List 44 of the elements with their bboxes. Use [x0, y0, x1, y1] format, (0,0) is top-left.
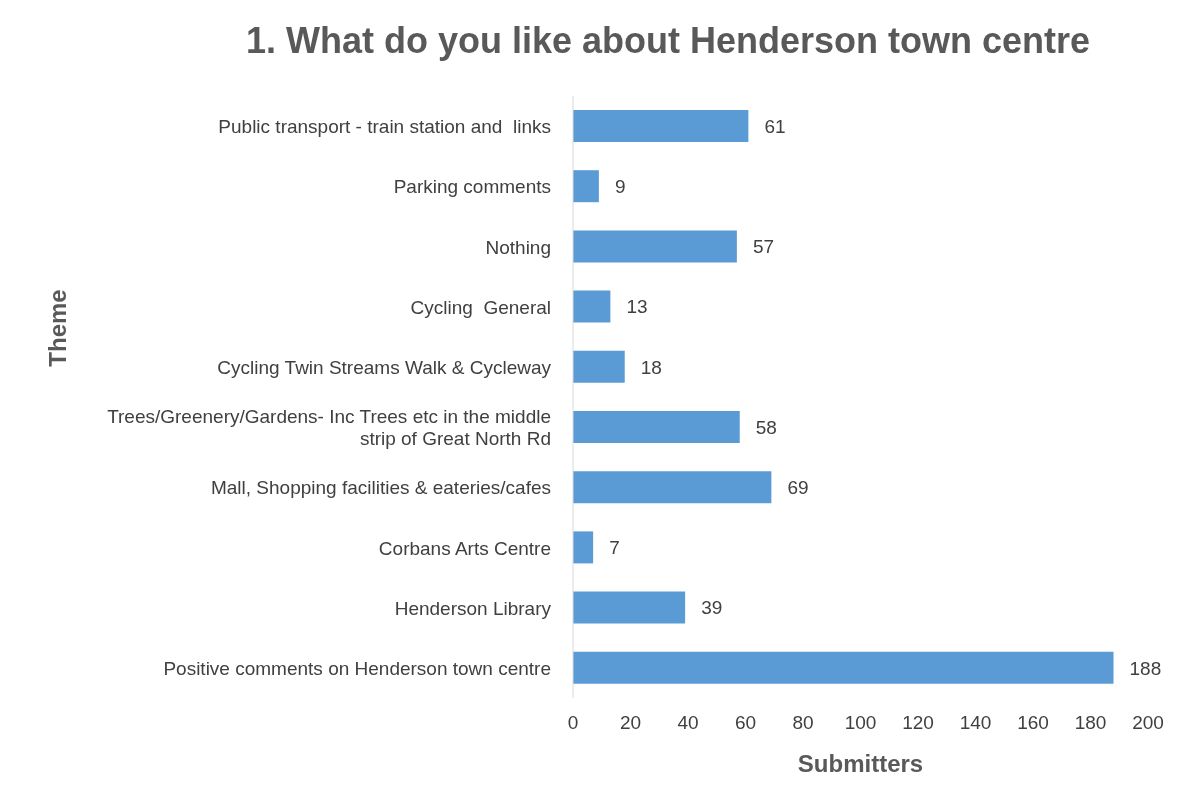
x-tick-label: 120: [902, 712, 934, 734]
bar: [573, 411, 740, 443]
bar: [573, 471, 772, 504]
x-tick-label: 80: [792, 712, 814, 734]
bar: [573, 110, 749, 142]
x-axis-title: Submitters: [796, 750, 925, 778]
bar: [573, 290, 611, 323]
x-tick-label: 140: [959, 712, 992, 734]
data-label: 58: [755, 416, 777, 438]
bar: [573, 350, 625, 383]
data-label: 39: [701, 597, 723, 619]
y-tick-label: Henderson Library: [394, 597, 552, 619]
bar: [573, 531, 594, 564]
x-tick-label: 200: [1132, 712, 1164, 734]
x-tick-label: 160: [1017, 712, 1049, 734]
y-axis-title: Theme: [43, 289, 72, 367]
x-tick-label: 0: [567, 712, 579, 734]
bar: [573, 651, 1114, 684]
y-tick-label: Public transport - train station and links: [218, 115, 551, 137]
x-tick-label: 20: [619, 712, 642, 734]
data-label: 18: [640, 356, 662, 378]
x-tick-label: 180: [1074, 712, 1107, 734]
bar: [573, 230, 737, 263]
y-tick-label: Parking comments: [393, 175, 551, 197]
y-tick-label: Mall, Shopping facilities & eateries/cafes: [210, 476, 551, 498]
data-label: 61: [764, 115, 786, 137]
data-label: 13: [626, 296, 648, 318]
data-label: 7: [609, 537, 620, 559]
data-label: 57: [752, 236, 775, 258]
y-tick-label: Cycling Twin Streams Walk & Cycleway: [217, 356, 552, 378]
data-label: 188: [1129, 657, 1162, 679]
data-label: 9: [614, 175, 626, 197]
y-tick-label: Positive comments on Henderson town centre: [163, 657, 551, 679]
y-tick-label: Corbans Arts Centre: [378, 537, 551, 558]
bar: [573, 591, 686, 624]
y-tick-label: Trees/Greenery/Gardens- Inc Trees etc in the middle strip of Great North Rd: [107, 405, 551, 449]
x-tick-label: 100: [844, 712, 877, 734]
data-label: 69: [787, 476, 809, 498]
y-tick-label: Nothing: [485, 236, 551, 257]
bar: [573, 170, 599, 203]
chart-title: 1. What do you like about Henderson town centre: [244, 20, 1092, 62]
y-tick-label: Cycling General: [410, 296, 551, 318]
x-tick-label: 40: [677, 712, 699, 734]
x-tick-label: 60: [734, 712, 757, 734]
